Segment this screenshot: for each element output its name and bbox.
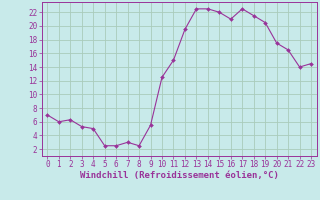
X-axis label: Windchill (Refroidissement éolien,°C): Windchill (Refroidissement éolien,°C) xyxy=(80,171,279,180)
